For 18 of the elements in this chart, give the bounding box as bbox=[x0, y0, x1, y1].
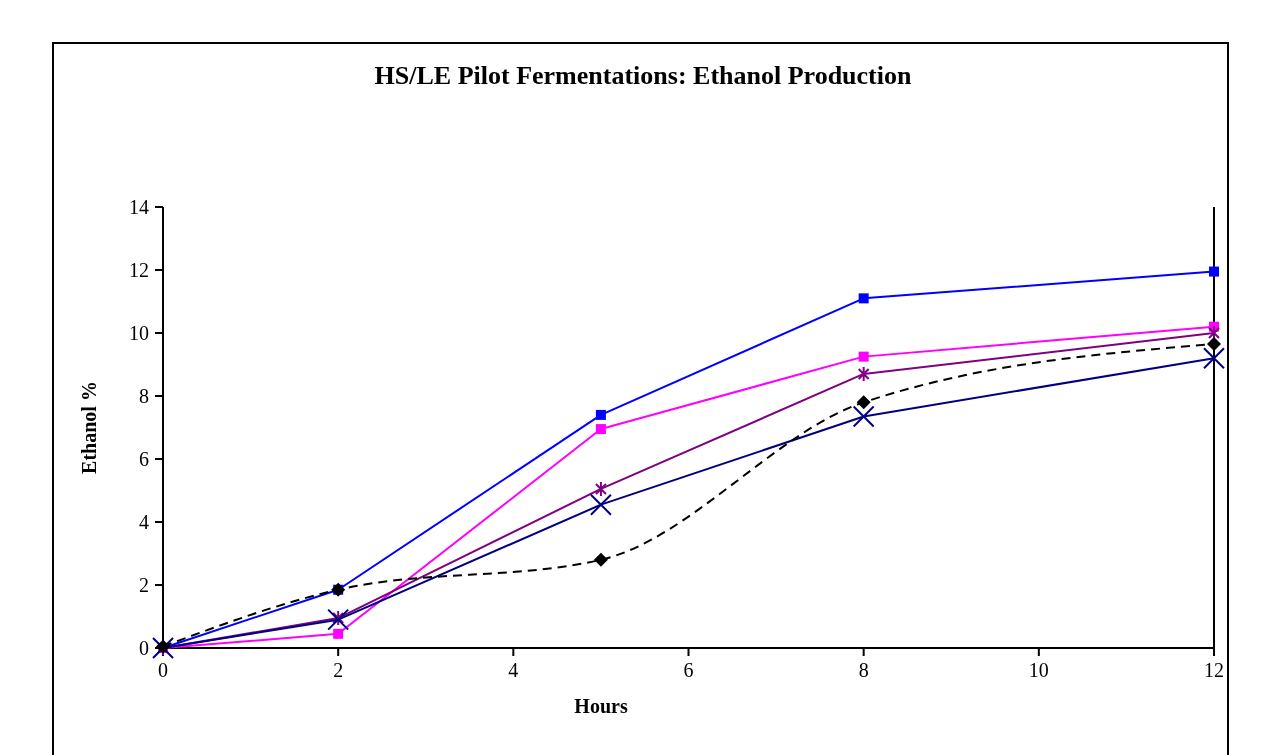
x-axis-title: Hours bbox=[574, 695, 628, 717]
y-tick-label: 4 bbox=[139, 511, 149, 533]
y-tick-label: 14 bbox=[129, 196, 149, 218]
y-tick-label: 12 bbox=[129, 259, 149, 281]
y-tick-label: 0 bbox=[139, 637, 149, 659]
x-tick-label: 12 bbox=[1204, 659, 1224, 681]
x-tick-label: 6 bbox=[683, 659, 694, 681]
y-tick-label: 2 bbox=[139, 574, 149, 596]
chart-title: HS/LE Pilot Fermentations: Ethanol Production bbox=[374, 61, 912, 90]
y-tick-label: 10 bbox=[129, 322, 149, 344]
x-tick-label: 2 bbox=[333, 659, 344, 681]
x-tick-label: 8 bbox=[858, 659, 869, 681]
x-tick-label: 0 bbox=[158, 659, 168, 681]
y-tick-label: 8 bbox=[139, 385, 149, 407]
x-tick-label: 10 bbox=[1028, 659, 1049, 681]
y-tick-label: 6 bbox=[139, 448, 149, 470]
y-axis-title: Ethanol % bbox=[78, 381, 100, 474]
x-tick-label: 4 bbox=[508, 659, 519, 681]
